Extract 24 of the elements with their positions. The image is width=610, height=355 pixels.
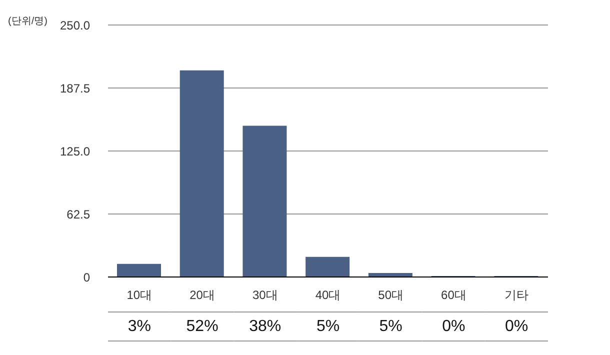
y-tick-label: 0 (83, 270, 90, 284)
text: 52% (186, 318, 218, 335)
text: 5% (316, 318, 340, 335)
y-tick-label: 125.0 (60, 144, 90, 158)
text: 38% (249, 318, 282, 335)
text: 0% (442, 318, 466, 335)
x-tick-label: 40대 (315, 288, 341, 302)
bar (242, 126, 287, 277)
bar (180, 70, 224, 277)
y-tick-label: 250.0 (60, 18, 90, 32)
y-axis-title: (단위/명) (8, 16, 48, 28)
bar (306, 256, 350, 277)
text: 3% (128, 318, 151, 335)
y-tick-label: 62.5 (66, 207, 90, 222)
text: 0% (505, 318, 528, 335)
x-tick-label: 10대 (126, 288, 152, 302)
bar (117, 264, 161, 277)
x-tick-label: 30대 (252, 288, 278, 302)
y-tick-label: 187.5 (60, 81, 90, 96)
x-tick-label: 50대 (378, 288, 404, 302)
text: 5% (379, 318, 402, 335)
x-tick-label: 기타 (504, 288, 529, 302)
x-tick-label: 20대 (190, 288, 215, 302)
x-tick-label: 60대 (441, 288, 466, 302)
